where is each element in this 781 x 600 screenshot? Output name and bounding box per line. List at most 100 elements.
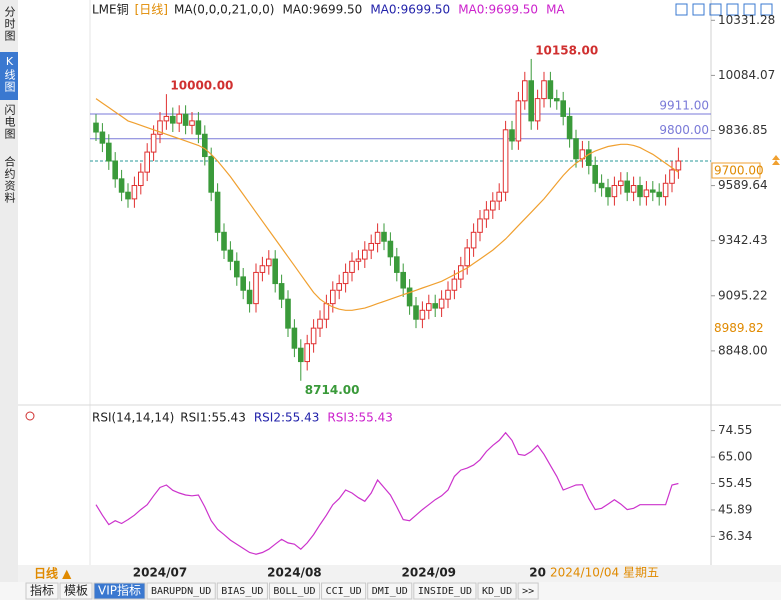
candle-body [432,303,438,309]
candle-body [470,231,477,249]
candle-body [330,289,336,305]
extreme-label: 10158.00 [535,43,598,57]
legend-entry: MA0:9699.50 [282,3,362,17]
tab[interactable]: 指标 [30,583,54,598]
candle-body [509,129,515,142]
candle-body [253,271,259,305]
tab[interactable]: INSIDE_UD [418,586,472,597]
candle-body [387,240,394,258]
period-selector[interactable]: 日线 ▲ [34,566,72,581]
candle-body [406,287,413,307]
candle-body [317,318,323,329]
tab[interactable]: BIAS_UD [221,586,263,597]
tab[interactable]: DMI_UD [372,586,408,597]
candle-body [573,138,579,160]
candle-body [336,283,342,291]
tabs: 指标 模板 VIP指标 BARUPDN_UD BIAS_UD BOLL_UD CCI_UD D… [25,582,539,600]
candle-body [310,327,317,345]
candle-body [99,131,106,144]
y-tick-label: 9095.22 [718,288,768,302]
tab-bg [477,582,517,600]
candle-body [189,120,195,126]
candle-body [547,80,554,100]
candle-body [106,142,112,162]
candle-body [419,309,426,320]
candle-body [144,151,150,173]
candle-body [118,178,125,193]
indicator-icon[interactable] [25,411,35,421]
candle-body [438,298,445,309]
extreme-label: 10000.00 [170,79,233,93]
current-price-label: 9700.00 [714,164,764,178]
candle-body [157,120,163,135]
sidebar-tab[interactable]: 分时图 [3,6,16,42]
x-tick-label: 20 [529,566,546,580]
tab[interactable]: 模板 [64,584,88,598]
tab[interactable]: KD_UD [482,586,512,597]
sidebar-tab[interactable]: 闪电图 [3,103,16,140]
candle-body [496,191,502,202]
legend-entry: MA0:9699.50 [458,3,538,17]
tab[interactable]: CCI_UD [326,586,362,597]
sidebar-tab[interactable]: 合约资料 [3,155,16,204]
y-tick-label: 8848.00 [718,343,768,357]
candle-body [675,160,682,171]
candle-body [285,298,291,329]
candle-body [304,343,310,363]
tab[interactable]: >> [522,586,534,597]
candle-body [221,231,227,251]
axis-marker-label: 8989.82 [714,321,764,335]
sidebar [0,0,18,582]
sidebar-tab[interactable]: K线图 [3,55,16,93]
candle-body [534,98,541,122]
tab-bar [0,582,781,600]
y-tick-label: 55.45 [718,476,752,490]
candle-body [477,218,483,233]
legend-entry: RSI3:55.43 [327,411,393,425]
candle-body [413,305,419,320]
candle-body [515,100,522,142]
tab[interactable]: BARUPDN_UD [151,586,211,597]
price-line-label: 9911.00 [659,98,709,112]
candle-body [451,278,458,291]
candle-body [560,100,567,117]
candle-body [637,185,643,198]
candle-body [618,180,624,187]
x-tick-label: 2024/09 [402,566,456,580]
candle-body [656,191,663,198]
candle-body [566,115,573,140]
tab[interactable]: BOLL_UD [273,586,315,597]
candle-body [349,260,355,273]
cursor-date: 2024/10/04 星期五 [550,566,659,580]
legend-entry: RSI1:55.43 [180,411,246,425]
candle-body [208,156,214,193]
tab-bg [268,582,321,600]
x-tick-label: 2024/07 [133,566,187,580]
tab[interactable]: VIP指标 [98,583,141,598]
ma-line [95,98,679,311]
y-tick-label: 10331.28 [718,13,775,27]
candle-body [170,115,176,124]
candle-body [163,115,170,122]
legend-entry: MA(0,0,0,21,0,0) [174,3,274,17]
y-tick-label: 9836.85 [718,123,768,137]
y-tick-label: 10084.07 [718,68,775,82]
rsi-line [95,431,679,555]
date-bar [18,565,781,582]
candle-body [592,164,599,184]
candle-body [445,289,451,300]
toolbar-icons[interactable] [675,3,773,16]
candle-body [605,187,611,198]
candle-body [490,200,496,211]
candle-body [355,258,362,262]
candle-body [630,185,637,193]
active-tab-bg [0,52,18,100]
candle-body [227,249,234,262]
candle-body [624,180,631,193]
tab-bg [367,582,413,600]
candle-body [528,80,535,122]
candle-body [323,303,330,320]
candle-body [150,133,157,153]
tab-bg [93,582,146,600]
legend-text: LME铜 [92,2,129,17]
